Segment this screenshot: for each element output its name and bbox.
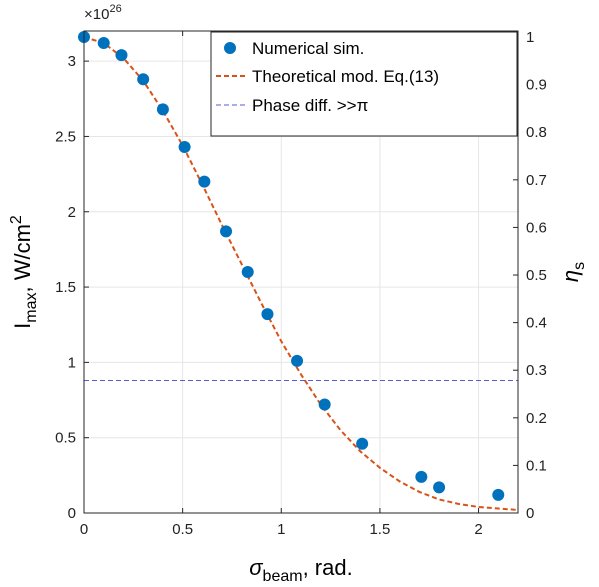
y-right-tick-label: 0.4	[526, 315, 547, 332]
data-point	[241, 266, 254, 278]
plot-frame	[83, 30, 519, 514]
y-left-tick-label: 0.5	[55, 430, 76, 447]
data-point	[356, 437, 369, 450]
data-point	[198, 175, 211, 188]
data-point	[178, 140, 191, 153]
legend-marker-numerical	[224, 42, 236, 54]
y-left-tick-label: 1.5	[55, 279, 76, 296]
data-point	[415, 470, 428, 483]
legend-label-numerical: Numerical sim.	[252, 39, 364, 58]
y-right-tick-label: 0.6	[526, 219, 547, 236]
x-axis-label: σbeam, rad.	[249, 555, 352, 585]
data-point	[115, 49, 128, 62]
x-tick-label: 0.5	[172, 521, 193, 538]
theoretical-curve	[83, 36, 519, 511]
axis-ticks: 0 0.5 1 1.5 2 0 0.5 1 1.5 2 2.5 3 0 0.1 0.2 0.3 0.4 0.5 0.…	[55, 29, 547, 538]
data-point	[137, 73, 150, 86]
y-right-tick-label: 0.9	[526, 77, 547, 94]
y-right-tick-label: 0	[526, 505, 534, 522]
y-left-tick-label: 1	[68, 354, 76, 371]
data-point	[433, 481, 446, 494]
y-right-axis-label: ηs	[558, 262, 588, 282]
y-left-tick-label: 2	[68, 204, 76, 221]
data-point	[318, 398, 331, 411]
data-point	[156, 103, 169, 116]
data-point	[220, 225, 233, 238]
x-tick-label: 1	[277, 521, 285, 538]
y-left-exponent: ×1026	[84, 3, 122, 23]
y-left-axis-label: Imax, W/cm2	[8, 215, 40, 329]
y-right-tick-label: 0.7	[526, 172, 547, 189]
y-right-tick-label: 0.5	[526, 267, 547, 284]
y-right-tick-label: 0.3	[526, 362, 547, 379]
legend-box	[210, 31, 518, 137]
y-right-tick-label: 0.8	[526, 124, 547, 141]
x-tick-label: 2	[474, 521, 482, 538]
y-right-tick-label: 0.1	[526, 457, 547, 474]
legend: Numerical sim. Theoretical mod. Eq.(13) …	[210, 31, 518, 137]
data-point	[261, 308, 274, 321]
x-tick-label: 1.5	[369, 521, 390, 538]
x-tick-label: 0	[80, 521, 88, 538]
data-point	[291, 354, 304, 367]
y-left-tick-label: 2.5	[55, 128, 76, 145]
y-right-tick-label: 1	[526, 29, 534, 46]
y-right-tick-label: 0.2	[526, 410, 547, 427]
legend-label-phase-diff: Phase diff. >>π	[252, 96, 368, 115]
data-point	[97, 37, 110, 50]
y-left-tick-label: 3	[68, 53, 76, 70]
data-point	[492, 488, 505, 501]
y-left-tick-label: 0	[68, 505, 76, 522]
legend-label-theoretical: Theoretical mod. Eq.(13)	[252, 67, 439, 86]
